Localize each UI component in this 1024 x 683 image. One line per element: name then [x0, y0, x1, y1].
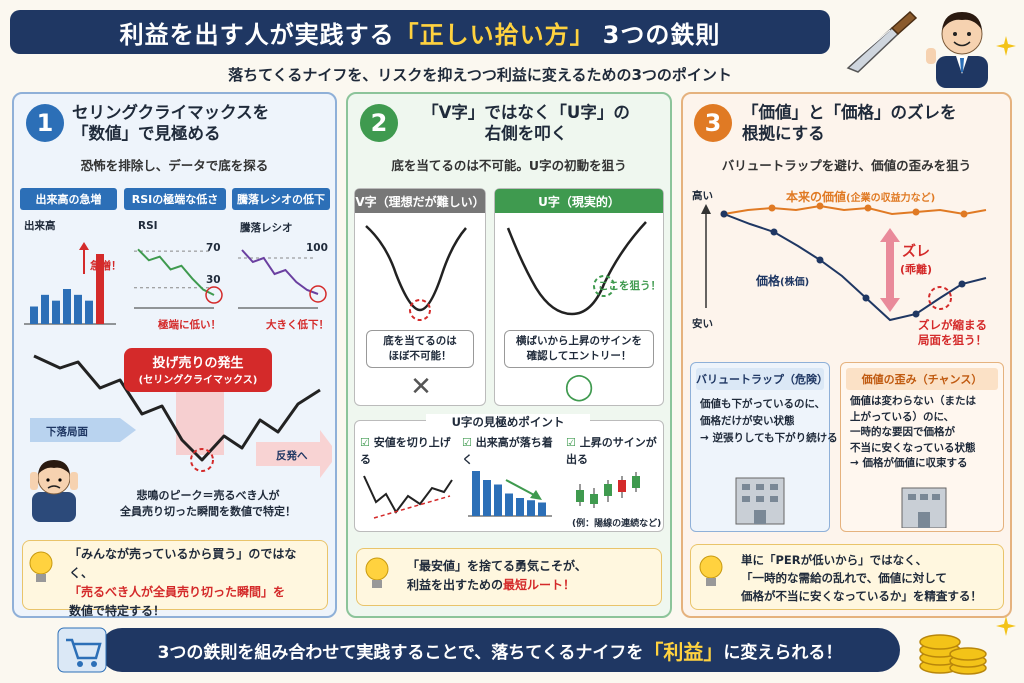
rsi-note: 極端に低い！ [158, 319, 221, 331]
target-label: ズレが縮まる 局面を狙う！ [918, 318, 987, 347]
value-distortion-text: 価値は変わらない（または 上がっている）のに、 一時的な要因で価格が 不当に安くなって… [850, 395, 976, 469]
page-subtitle: 落ちてくるナイフを、リスクを抑えつつ利益に変えるための3つのポイント [228, 66, 732, 84]
rule2-heading: 「V字」ではなく「U字」の 右側を叩く [422, 103, 630, 143]
building-icon [735, 477, 785, 525]
calm-volume-bar [483, 480, 491, 516]
calm-volume-bar [494, 484, 502, 516]
adratio-100-label: 100 [306, 242, 328, 254]
rule3-tip: 単に「PERが低いから」ではなく、 「一時的な需給の乱れで、価値に対して 価格が不当… [690, 544, 1004, 610]
rule1-tip: 「みんなが売っているから買う」のではなく、 「売るべき人が全員売り切った瞬間」を数… [22, 540, 328, 618]
shopping-cart-icon [57, 627, 107, 673]
volume-bar [52, 300, 60, 324]
rsi-chart-label: RSI [138, 220, 158, 232]
value-price-chart [701, 202, 987, 322]
down-phase-label: 下落局面 [46, 426, 88, 438]
u-shape-chart [506, 221, 647, 316]
businessman-icon [926, 12, 988, 88]
calm-volume-bar [527, 500, 535, 516]
rsi-70-label: 70 [206, 242, 221, 254]
v-shape-chart [365, 225, 467, 321]
sparkle-icon [996, 36, 1016, 56]
tag-volume: 出来高の急増 [20, 188, 117, 210]
rule2-number: 2 [360, 104, 398, 142]
volume-note: 急増！ [90, 260, 122, 272]
worried-person-icon [30, 460, 78, 522]
page-title: 利益を出す人が実践する 「正しい拾い方」 3つの鉄則 [10, 10, 830, 54]
volume-chart [24, 242, 116, 325]
rsi-30-label: 30 [206, 274, 221, 286]
volume-bar [74, 294, 82, 324]
indicator-line [241, 249, 319, 295]
calm-volume-bar [505, 493, 513, 516]
coins-icon [919, 634, 987, 675]
title-post: 3つの鉄則 [602, 20, 721, 49]
tag-rsi: RSIの極端な低さ [124, 188, 226, 210]
u-shape-box: 横ばいから上昇のサインを 確認してエントリー！ [504, 330, 654, 368]
value-line-label: 本来の価値(企業の収益力など) [786, 190, 936, 204]
calm-volume-bar [538, 502, 546, 516]
rule1-number: 1 [26, 104, 64, 142]
rule1-subheading: 恐怖を排除し、データで底を探る [80, 158, 269, 173]
title-pre: 利益を出す人が実践する [119, 20, 395, 49]
volume-chart-label: 出来高 [24, 220, 56, 232]
u-shape-title: U字（現実的） [495, 189, 663, 213]
rule3-number: 3 [694, 104, 732, 142]
adratio-chart [238, 249, 327, 309]
v-shape-panel [354, 188, 486, 406]
rsi-chart [134, 248, 223, 309]
value-trap-title: バリュートラップ（危険） [696, 368, 828, 390]
price-line-label: 価格(株価) [756, 274, 810, 288]
volume-bar [85, 300, 93, 324]
higher-lows-chart [363, 475, 453, 519]
volume-bar [63, 289, 71, 324]
lightbulb-icon [29, 551, 53, 582]
point-volume-calm: ☑ 出来高が落ち着く [462, 436, 553, 466]
value-trap-text: 価値も下がっているのに、 価格だけが安い状態 → 逆張りしても下がり続ける [700, 398, 838, 444]
building-icon [901, 487, 947, 528]
point-up-signal: ☑ 上昇のサインが出る [566, 436, 657, 466]
lightbulb-icon [365, 557, 389, 588]
calm-volume-bar [516, 498, 524, 516]
u-shape-note: ここを狙う！ [598, 280, 661, 292]
volume-bar [30, 306, 38, 324]
volume-bar [96, 254, 104, 324]
panic-peak-caption: 悲鳴のピーク＝売るべき人が 全員売り切った瞬間を数値で特定！ [120, 489, 296, 518]
adratio-chart-label: 騰落レシオ [240, 222, 293, 234]
u-shape-panel [494, 188, 664, 406]
point-higher-lows: ☑ 安値を切り上げる [360, 436, 451, 466]
axis-low-label: 安い [692, 318, 713, 330]
rule2-tip: 「最安値」を捨てる勇気こそが、 利益を出すための最短ルート！ [356, 548, 662, 606]
u-points-title: U字の見極めポイント [426, 414, 590, 430]
v-shape-mark: ✕ [410, 372, 432, 402]
value-distortion-title: 価値の歪み（チャンス） [846, 368, 998, 390]
calm-volume-chart [468, 471, 552, 517]
rule1-heading: セリングクライマックスを 「数値」で見極める [72, 103, 270, 143]
v-shape-title: V字（理想だが難しい） [355, 189, 485, 213]
title-highlight: 「正しい拾い方」 [394, 20, 595, 49]
rule2-subheading: 底を当てるのは不可能。U字の初動を狙う [391, 158, 627, 173]
axis-high-label: 高い [692, 190, 713, 202]
selling-climax-badge: 投げ売りの発生 (セリングクライマックス) [124, 348, 272, 392]
u-shape-mark: ◯ [564, 372, 594, 402]
calm-volume-bar [472, 471, 480, 516]
volume-bar [41, 294, 49, 324]
candlestick-note: (例：陽線の連続など) [572, 519, 662, 529]
knife-icon [846, 10, 918, 73]
lightbulb-icon [699, 555, 723, 586]
candlestick-chart [576, 472, 640, 508]
rule3-subheading: バリュートラップを避け、価値の歪みを狙う [721, 158, 972, 173]
gap-label: ズレ (乖離) [900, 244, 933, 276]
indicator-line [137, 248, 215, 296]
sparkle-icon [996, 616, 1016, 636]
v-shape-box: 底を当てるのは ほぼ不可能！ [366, 330, 474, 368]
adratio-note: 大きく低下！ [266, 319, 329, 331]
rebound-label: 反発へ [276, 450, 308, 462]
tag-adratio: 騰落レシオの低下 [232, 188, 330, 210]
summary-banner: 3つの鉄則を組み合わせて実践することで、落ちてくるナイフを 「利益」 に変えられる！ [100, 628, 900, 672]
rule3-heading: 「価値」と「価格」のズレを 根拠にする [742, 103, 957, 143]
